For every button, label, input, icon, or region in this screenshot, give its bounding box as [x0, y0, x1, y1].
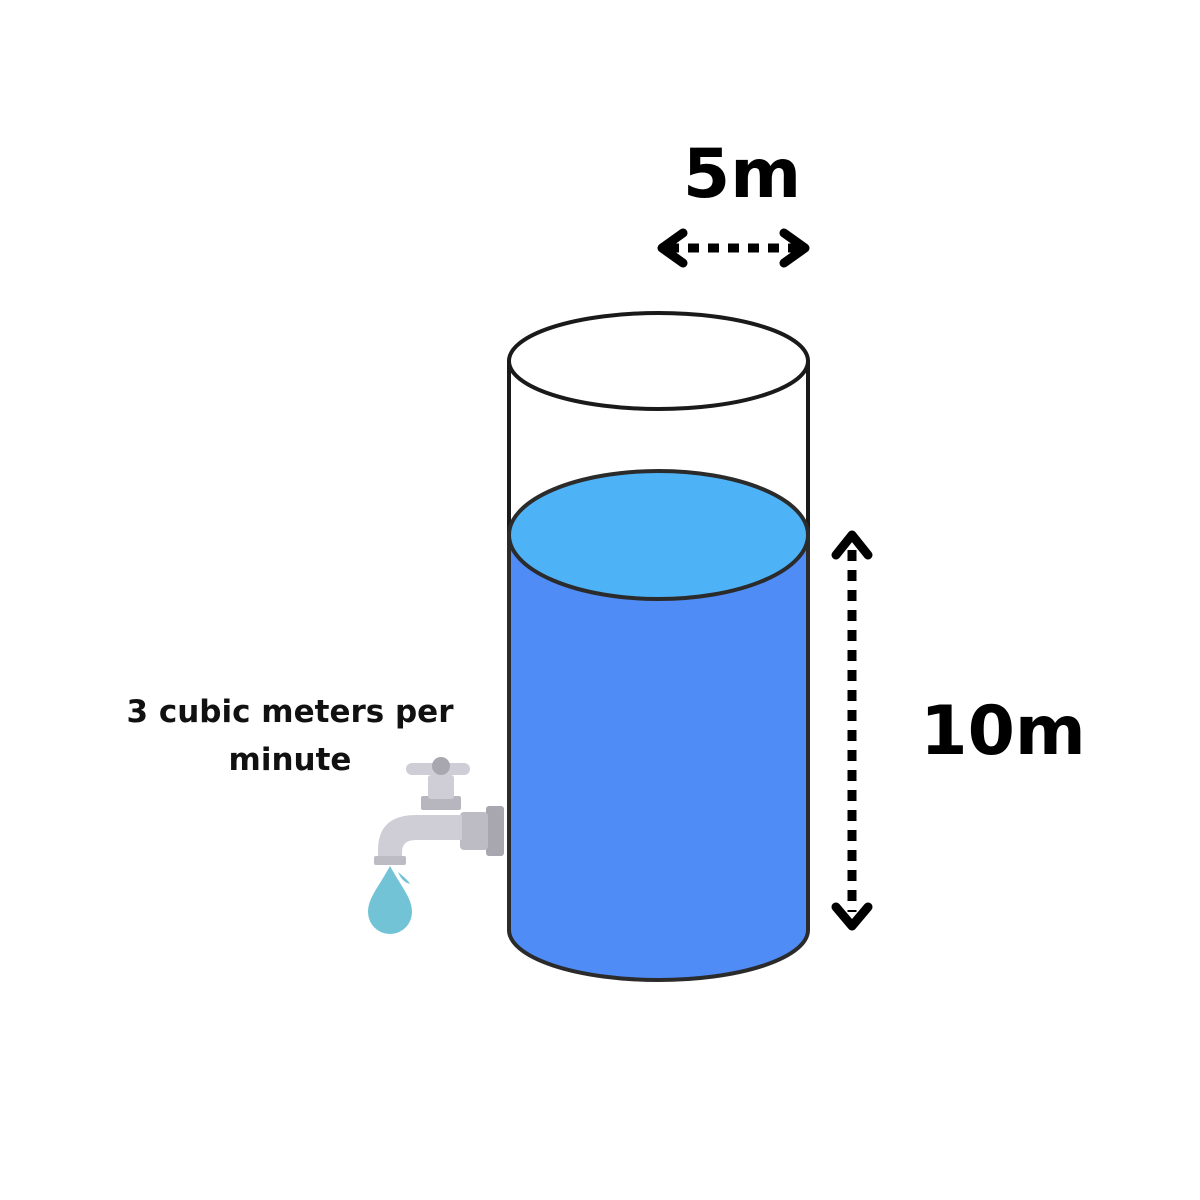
flow-rate-label-line2: minute: [229, 742, 352, 778]
water-surface: [507, 469, 810, 601]
faucet-icon: [374, 757, 504, 865]
water-body: [507, 533, 810, 982]
tank-top-rim: [507, 311, 810, 411]
height-arrow: [831, 530, 873, 931]
height-label: 10m: [920, 692, 1085, 771]
width-label: 5m: [683, 135, 801, 214]
flow-rate-label-line1: 3 cubic meters per: [127, 694, 455, 730]
width-arrow: [657, 228, 810, 268]
water-drop-icon: [368, 866, 412, 934]
cylinder-tank: [507, 311, 810, 982]
